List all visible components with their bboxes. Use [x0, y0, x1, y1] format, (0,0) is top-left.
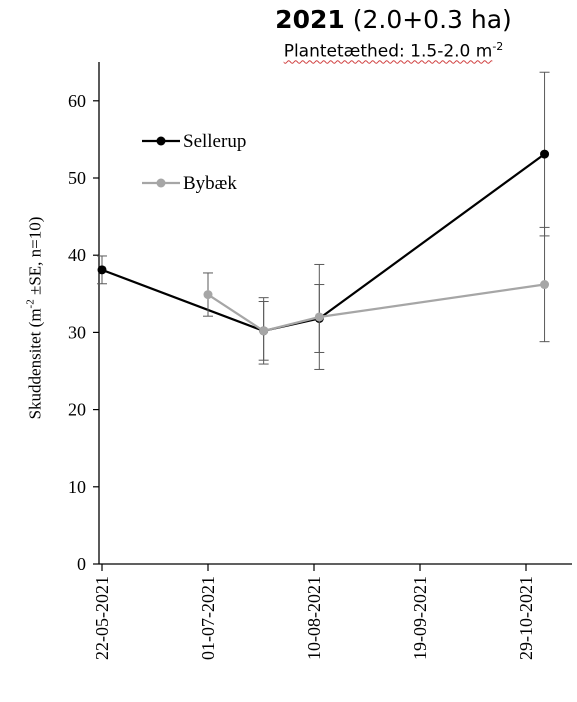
legend-marker — [156, 136, 166, 146]
y-tick-label: 0 — [77, 554, 86, 574]
chart-title-area: (2.0+0.3 ha) — [352, 5, 512, 34]
y-tick-label: 20 — [68, 400, 86, 420]
y-tick-label: 60 — [68, 91, 86, 111]
series-line — [207, 283, 545, 333]
x-tick-label: 01-07-2021 — [198, 576, 218, 660]
legend-label: Sellerup — [183, 131, 246, 152]
x-tick-label: 19-09-2021 — [410, 576, 430, 660]
legend-label: Bybæk — [183, 173, 237, 194]
chart-title-block: 2021 (2.0+0.3 ha) Plantetæthed: 1.5-2.0 … — [210, 4, 577, 63]
y-tick-label: 40 — [68, 245, 86, 265]
legend-marker — [156, 178, 166, 188]
data-point — [540, 149, 550, 159]
chart-subtitle-exponent: -2 — [492, 40, 504, 53]
x-tick-label: 29-10-2021 — [516, 576, 536, 660]
x-tick-label: 10-08-2021 — [304, 576, 324, 660]
data-point — [259, 326, 269, 336]
chart-subtitle-text: Plantetæthed: 1.5-2.0 m — [283, 41, 493, 62]
data-point — [97, 265, 107, 275]
data-point — [314, 312, 324, 322]
y-tick-label: 50 — [68, 168, 86, 188]
x-tick-label: 22-05-2021 — [92, 576, 112, 660]
data-point — [540, 280, 550, 290]
data-point — [203, 290, 213, 300]
chart-title: 2021 (2.0+0.3 ha) — [210, 4, 577, 36]
y-tick-label: 10 — [68, 477, 86, 497]
chart-title-year: 2021 — [275, 5, 345, 34]
series-line — [101, 153, 546, 333]
chart-subtitle: Plantetæthed: 1.5-2.0 m-2 — [210, 36, 577, 63]
y-tick-label: 30 — [68, 322, 86, 342]
